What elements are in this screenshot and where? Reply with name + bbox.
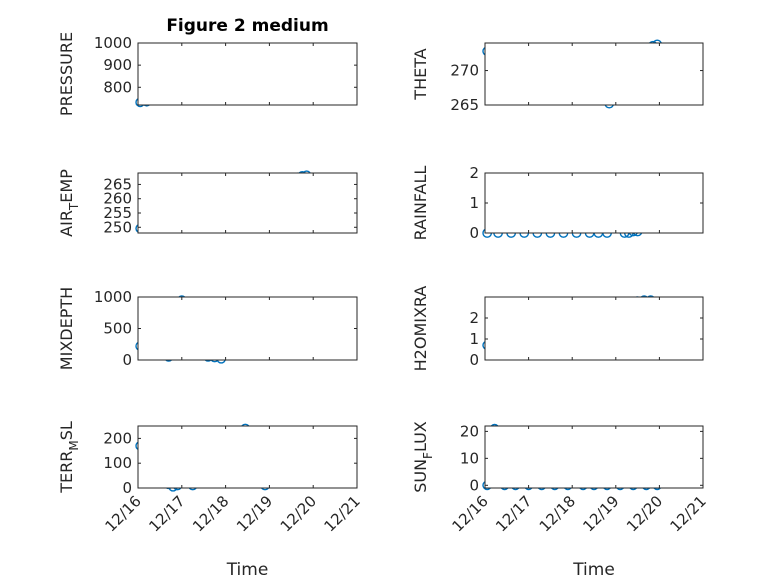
y-axis-label: TERRMSL — [57, 421, 81, 494]
y-tick-label: 1000 — [94, 288, 132, 306]
y-tick-label: 265 — [450, 96, 479, 114]
x-tick-label: 12/19 — [579, 492, 622, 535]
panel-terr-msl: 0 100 200 12/16 12/17 12/18 12/19 12/20 12/21 Tim… — [57, 421, 364, 580]
x-tick-label: 12/17 — [492, 492, 535, 535]
axes-box — [137, 42, 358, 106]
y-tick-label: 20 — [460, 422, 479, 440]
panel-h2omixra: 0 1 2 H2OMIXRA — [411, 286, 704, 372]
panel-sun-flux: 0 10 20 12/16 12/17 12/18 12/19 12/20 12/21 Time S… — [411, 421, 710, 580]
x-axis-label: Time — [572, 560, 615, 580]
y-axis-label: THETA — [411, 48, 430, 100]
panel-pressure: 800 900 1000 PRESSURE Figure 2 medium — [57, 16, 358, 116]
y-tick-label: 10 — [460, 449, 479, 467]
chart-title: Figure 2 medium — [166, 16, 328, 36]
y-tick-label: 500 — [103, 320, 132, 338]
x-tick-label: 12/16 — [449, 492, 492, 535]
y-tick-label: 900 — [103, 56, 132, 74]
y-tick-label: 0 — [122, 351, 132, 369]
y-tick-label: 0 — [469, 476, 479, 494]
panel-theta: 265 270 THETA — [411, 39, 704, 114]
axes-box — [484, 425, 704, 489]
x-tick-label: 12/21 — [321, 492, 364, 535]
axes-box — [137, 425, 358, 489]
x-tick-label: 12/20 — [623, 492, 666, 535]
y-tick-label: 800 — [103, 78, 132, 96]
panel-rainfall: 0 1 2 RAINFALL — [411, 164, 704, 242]
y-tick-label: 1 — [469, 194, 479, 212]
axes-box — [484, 296, 704, 361]
y-axis-label: MIXDEPTH — [57, 287, 76, 370]
x-tick-label: 12/21 — [667, 492, 710, 535]
y-tick-label: 200 — [103, 429, 132, 447]
y-tick-label: 0 — [122, 479, 132, 497]
x-tick-label: 12/16 — [102, 492, 145, 535]
y-tick-label: 2 — [469, 164, 479, 182]
y-tick-label: 265 — [103, 175, 132, 193]
y-tick-label: 1000 — [94, 34, 132, 52]
x-tick-label: 12/20 — [277, 492, 320, 535]
x-tick-label: 12/18 — [536, 492, 579, 535]
y-tick-label: 255 — [103, 204, 132, 222]
y-axis-label: H2OMIXRA — [411, 286, 430, 372]
x-tick-label: 12/18 — [189, 492, 232, 535]
y-axis-label: PRESSURE — [57, 32, 76, 116]
y-axis-label: SUNFLUX — [411, 421, 435, 493]
axes-box — [137, 296, 358, 361]
y-tick-label: 250 — [103, 218, 132, 236]
panel-mixdepth: 0 500 1000 MIXDEPTH — [57, 287, 358, 370]
x-tick-label: 12/17 — [145, 492, 188, 535]
y-axis-label: AIRTEMP — [57, 169, 81, 237]
axes-box — [137, 172, 358, 234]
y-tick-label: 2 — [469, 309, 479, 327]
y-tick-label: 270 — [450, 62, 479, 80]
y-axis-label: RAINFALL — [411, 166, 430, 241]
x-axis-label: Time — [226, 560, 269, 580]
axes-box — [484, 42, 704, 106]
y-tick-label: 100 — [103, 454, 132, 472]
y-tick-label: 0 — [469, 351, 479, 369]
y-tick-label: 1 — [469, 330, 479, 348]
x-tick-label: 12/19 — [233, 492, 276, 535]
axes-box — [484, 172, 704, 234]
y-tick-label: 0 — [469, 224, 479, 242]
y-tick-label: 260 — [103, 190, 132, 208]
